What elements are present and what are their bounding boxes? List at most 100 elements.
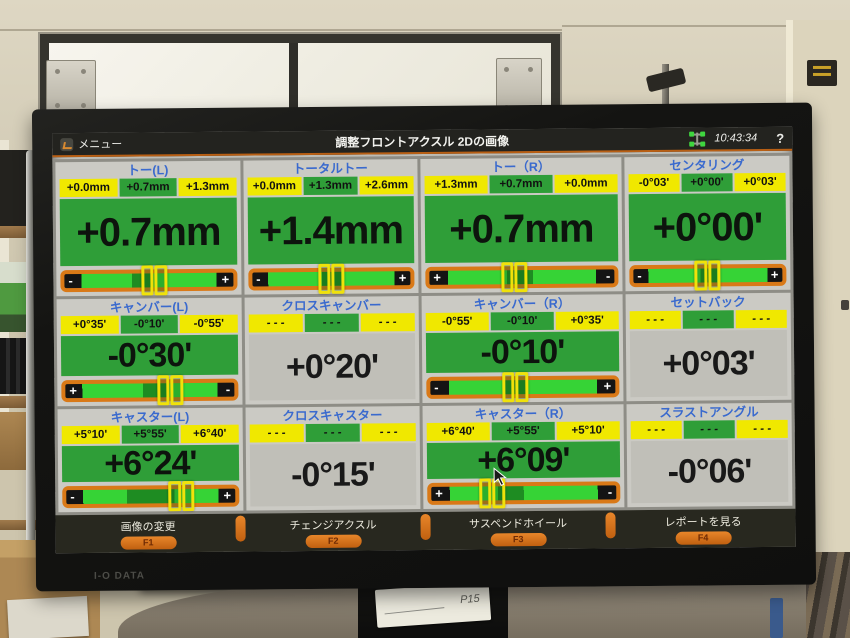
- slider-left-sign: -: [70, 489, 75, 505]
- help-icon[interactable]: ?: [776, 130, 785, 146]
- spec-target: +5°55': [491, 421, 555, 441]
- spec-row: +6°40' +5°55' +5°10': [426, 420, 620, 441]
- panel-value-box: +0°03': [629, 330, 788, 397]
- spec-row: -0°03' +0°00' +0°03': [628, 172, 786, 193]
- footer-separator: [235, 515, 246, 542]
- spec-row: +0.0mm +0.7mm +1.3mm: [59, 177, 237, 198]
- spec-row: - - - - - - - - -: [629, 310, 787, 330]
- slider-indicator[interactable]: [502, 371, 529, 403]
- panel-value-box: -0°06': [630, 439, 789, 504]
- spec-limit-left: +1.3mm: [424, 175, 488, 194]
- spec-row: -0°55' -0°10' +0°35': [425, 311, 619, 332]
- shelf-item-dark: [0, 150, 30, 228]
- slider-left-sign: -: [637, 268, 642, 284]
- adjust-slider[interactable]: - +: [426, 371, 620, 403]
- slider-indicator[interactable]: [157, 374, 184, 406]
- slider-indicator[interactable]: [168, 481, 195, 512]
- panel-value: -0°15': [290, 455, 376, 495]
- panel-centering: センタリング -0°03' +0°00' +0°03' +0°00' - +: [624, 155, 791, 292]
- spec-target: - - -: [304, 313, 359, 333]
- spec-target: - - -: [682, 310, 734, 329]
- measurement-grid: トー(L) +0.0mm +0.7mm +1.3mm +0.7mm - + トー…: [52, 152, 796, 516]
- spec-row: +5°10' +5°55' +6°40': [61, 424, 239, 444]
- spec-limit-right: - - -: [736, 419, 788, 438]
- spec-row: - - - - - - - - -: [630, 419, 788, 439]
- spec-limit-right: +0.0mm: [554, 174, 618, 193]
- slider-track: [431, 485, 617, 501]
- adjust-slider[interactable]: + -: [427, 478, 621, 509]
- footer-button-f2[interactable]: チェンジアクスル F2: [240, 515, 425, 548]
- panel-setback: セットバック - - - - - - - - - +0°03': [625, 292, 792, 401]
- panel-value: -0°30': [107, 335, 192, 375]
- panel-title: センタリング: [669, 158, 745, 173]
- footer-button-f4[interactable]: レポートを見る F4: [610, 512, 795, 545]
- adjust-slider[interactable]: - +: [62, 481, 240, 512]
- wall-seam: [562, 25, 788, 27]
- spec-limit-right: - - -: [735, 310, 787, 329]
- spec-limit-right: -0°55': [179, 314, 238, 334]
- panel-value: +0.7mm: [449, 206, 594, 252]
- footer-button-label: 画像の変更: [120, 520, 176, 534]
- adjust-slider[interactable]: - +: [248, 263, 415, 295]
- adjust-slider[interactable]: - +: [629, 260, 787, 291]
- slider-right-sign: +: [603, 378, 612, 394]
- stand-label: P15: [374, 582, 492, 628]
- panel-title: キャスター（R）: [474, 406, 572, 422]
- panel-title: クロスキャスター: [282, 408, 383, 423]
- monitor: メニュー 調整フロントアクスル 2Dの画像 10:43:34 ? トー(L): [31, 102, 817, 592]
- slider-track: [66, 488, 236, 505]
- slider-right-sign: +: [223, 487, 232, 503]
- door-handle: [841, 300, 849, 310]
- panel-title: キャスター(L): [110, 409, 190, 425]
- spec-limit-right: - - -: [360, 313, 415, 332]
- panel-value: -0°10': [480, 332, 565, 372]
- spec-limit-right: +1.3mm: [178, 177, 237, 197]
- wall-seam: [0, 29, 562, 31]
- panel-value-box: +6°09': [426, 441, 621, 479]
- panel-value: -0°06': [667, 451, 752, 491]
- function-key-pill: F4: [675, 530, 732, 545]
- footer-button-f1[interactable]: 画像の変更 F1: [55, 517, 240, 550]
- slider-left-sign: -: [434, 379, 439, 395]
- footer-separator: [605, 512, 616, 539]
- function-key-pill: F3: [490, 532, 547, 546]
- footer-button-f3[interactable]: サスペンドホイール F3: [425, 514, 610, 547]
- panel-value: +6°24': [104, 443, 197, 483]
- wall-mount-bracket: [645, 64, 687, 138]
- panel-cross-camber: クロスキャンバー - - - - - - - - - +0°20': [244, 296, 420, 405]
- spec-limit-left: - - -: [248, 314, 303, 333]
- panel-value: +0.7mm: [76, 209, 221, 255]
- spec-target: -0°10': [120, 315, 179, 334]
- slider-right-sign: +: [221, 271, 230, 287]
- function-key-bar: 画像の変更 F1 チェンジアクスル F2 サスペンドホイール F3 レポートを見…: [55, 508, 796, 554]
- slider-indicator[interactable]: [140, 265, 168, 296]
- panel-thrust-angle: スラストアングル - - - - - - - - - -0°06': [626, 402, 793, 508]
- function-key-pill: F1: [120, 535, 177, 550]
- panel-value-box: +0.7mm: [59, 197, 238, 267]
- spec-row: - - - - - - - - -: [248, 313, 415, 333]
- spec-limit-left: - - -: [629, 310, 681, 330]
- spec-target: +0°00': [681, 173, 733, 192]
- panel-value-box: +0°20': [248, 333, 416, 401]
- footer-separator: [420, 513, 431, 541]
- adjust-slider[interactable]: + -: [425, 262, 619, 293]
- panel-title: セットバック: [670, 295, 746, 311]
- slider-indicator[interactable]: [318, 263, 345, 295]
- title-bar: メニュー 調整フロントアクスル 2Dの画像 10:43:34 ?: [52, 126, 793, 158]
- panel-title: キャンバー（R）: [473, 296, 571, 312]
- alignment-app-screen: メニュー 調整フロントアクスル 2Dの画像 10:43:34 ? トー(L): [52, 126, 796, 554]
- panel-title: キャンバー(L): [109, 300, 189, 315]
- slider-indicator[interactable]: [501, 262, 528, 293]
- panel-caster-left: キャスター(L) +5°10' +5°55' +6°40' +6°24' - +: [57, 407, 244, 513]
- panel-value-box: -0°10': [425, 331, 620, 373]
- axle-status-icon: [689, 131, 706, 147]
- panel-value: +0°00': [652, 204, 763, 250]
- slider-left-sign: -: [68, 273, 73, 289]
- spec-limit-left: - - -: [630, 420, 682, 439]
- adjust-slider[interactable]: - +: [60, 265, 238, 296]
- spec-target: +5°55': [121, 424, 180, 444]
- slider-indicator[interactable]: [694, 260, 721, 291]
- adjust-slider[interactable]: + -: [61, 374, 239, 406]
- shelf-pole: [26, 150, 35, 638]
